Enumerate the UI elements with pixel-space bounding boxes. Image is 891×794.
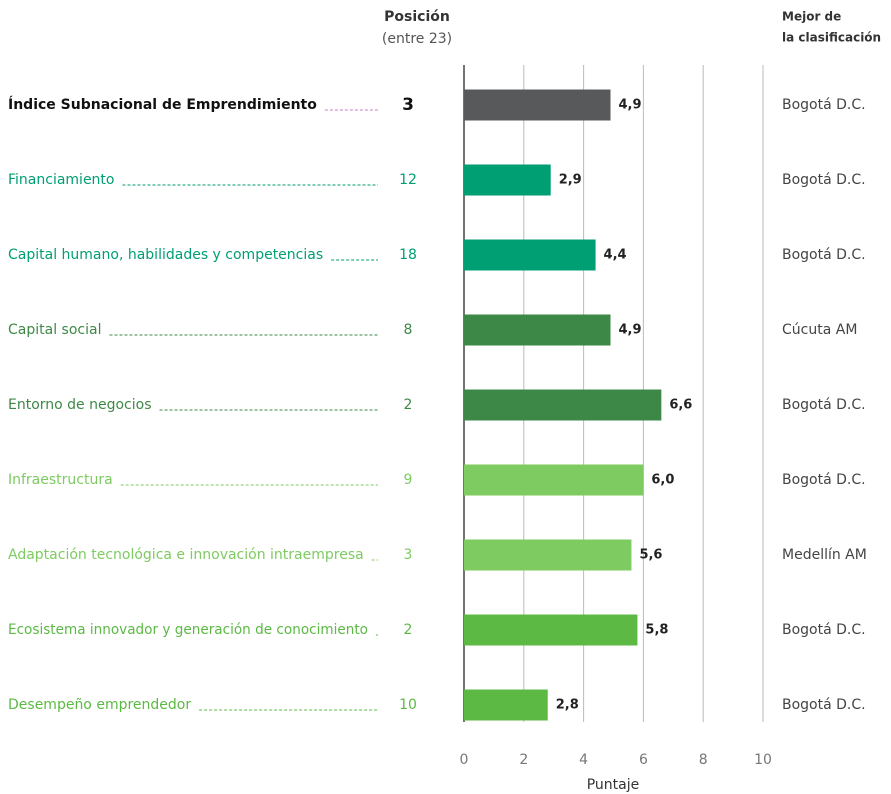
category-label: Desempeño emprendedor (8, 697, 191, 713)
x-axis-label: Puntaje (587, 777, 640, 793)
x-tick-label: 10 (754, 752, 772, 768)
value-label: 2,8 (556, 698, 579, 713)
category-label: Entorno de negocios (8, 397, 152, 413)
value-label: 6,6 (669, 398, 692, 413)
x-tick-label: 2 (519, 752, 528, 768)
rank: 9 (404, 472, 413, 488)
rank: 12 (399, 172, 417, 188)
value-label: 4,9 (619, 98, 642, 113)
rank: 2 (404, 622, 413, 638)
category-label: Índice Subnacional de Emprendimiento (8, 96, 317, 113)
best-header: Mejor de (782, 10, 841, 24)
bar (464, 314, 611, 346)
value-label: 5,8 (645, 623, 668, 638)
value-label: 4,9 (619, 323, 642, 338)
bar (464, 614, 638, 646)
value-label: 2,9 (559, 173, 582, 188)
bar (464, 164, 551, 196)
category-label: Capital social (8, 322, 101, 338)
best-region: Bogotá D.C. (782, 172, 866, 188)
rank: 3 (402, 95, 414, 115)
category-label: Financiamiento (8, 172, 114, 188)
category-label: Adaptación tecnológica e innovación intr… (8, 547, 364, 563)
x-tick-label: 4 (579, 752, 588, 768)
bar (464, 464, 644, 496)
bar (464, 389, 662, 421)
x-tick-label: 0 (460, 752, 469, 768)
best-region: Bogotá D.C. (782, 622, 866, 638)
best-region: Bogotá D.C. (782, 472, 866, 488)
best-region: Medellín AM (782, 547, 867, 563)
rank: 10 (399, 697, 417, 713)
best-region: Bogotá D.C. (782, 247, 866, 263)
value-label: 6,0 (651, 473, 674, 488)
x-tick-label: 8 (699, 752, 708, 768)
value-label: 4,4 (604, 248, 627, 263)
bar (464, 89, 611, 121)
bar (464, 539, 632, 571)
rank: 18 (399, 247, 417, 263)
value-label: 5,6 (639, 548, 662, 563)
best-region: Bogotá D.C. (782, 697, 866, 713)
category-label: Infraestructura (8, 472, 113, 488)
best-region: Cúcuta AM (782, 322, 857, 338)
rank-subheader: (entre 23) (382, 31, 452, 47)
rank-header: Posición (384, 9, 450, 25)
rank: 3 (404, 547, 413, 563)
best-region: Bogotá D.C. (782, 397, 866, 413)
best-header: la clasificación (782, 31, 881, 45)
rank: 8 (404, 322, 413, 338)
category-label: Capital humano, habilidades y competenci… (8, 247, 323, 263)
x-tick-label: 6 (639, 752, 648, 768)
rank: 2 (404, 397, 413, 413)
bar (464, 239, 596, 271)
best-region: Bogotá D.C. (782, 97, 866, 113)
category-label: Ecosistema innovador y generación de con… (8, 622, 368, 638)
bar (464, 689, 548, 721)
